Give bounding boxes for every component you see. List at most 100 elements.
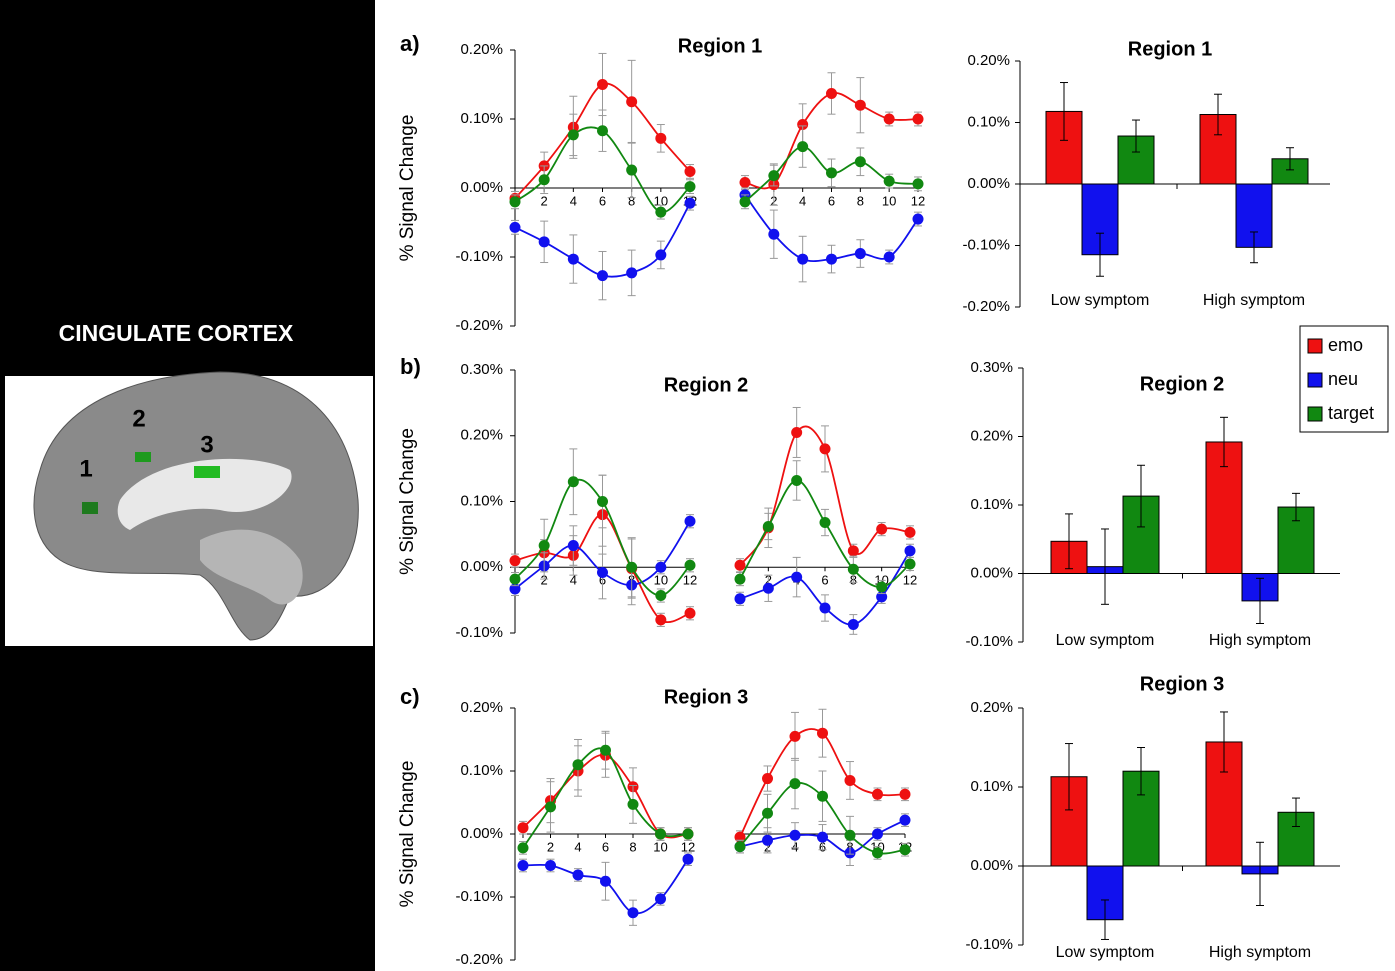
- series-point: [597, 125, 608, 137]
- series-point: [627, 907, 639, 919]
- y-tick-label: 0.00%: [970, 564, 1013, 581]
- series-point: [734, 559, 746, 571]
- x-tick-label: 8: [628, 193, 635, 208]
- series-point: [791, 426, 803, 438]
- series-point: [899, 844, 911, 856]
- region-number: 3: [200, 431, 213, 458]
- series-point: [768, 228, 780, 240]
- series-point: [872, 788, 883, 800]
- x-tick-label: 4: [574, 839, 581, 854]
- series-point: [739, 196, 751, 208]
- corpus-callosum: [117, 458, 292, 530]
- series-point: [819, 602, 831, 614]
- region-marker: [135, 452, 151, 462]
- series-point: [655, 561, 667, 573]
- series-point: [655, 590, 667, 602]
- series-point: [826, 167, 837, 179]
- series-point: [517, 860, 529, 871]
- series-point: [817, 790, 828, 802]
- series-point: [883, 113, 895, 125]
- series-point: [819, 517, 831, 529]
- y-tick-label: -0.10%: [962, 236, 1010, 253]
- x-tick-label: 10: [882, 193, 896, 208]
- series-point: [762, 807, 773, 819]
- series-point: [734, 841, 746, 853]
- series-point: [768, 170, 780, 182]
- y-tick-label: 0.20%: [460, 427, 503, 444]
- x-tick-label: 2: [541, 573, 548, 588]
- series-point: [655, 893, 666, 905]
- series-point: [684, 197, 696, 209]
- x-tick-label: 4: [570, 193, 577, 208]
- x-tick-label: Low symptom: [1056, 944, 1155, 961]
- series-point: [509, 221, 521, 233]
- x-tick-label: 10: [654, 193, 668, 208]
- y-tick-label: 0.10%: [460, 492, 503, 509]
- series-point: [509, 555, 521, 567]
- series-point: [912, 113, 924, 125]
- series-point: [797, 141, 809, 153]
- x-tick-label: 12: [683, 573, 697, 588]
- legend-label: neu: [1328, 369, 1358, 389]
- y-axis-label: % Signal Change: [397, 761, 418, 908]
- series-point: [899, 814, 911, 826]
- brainstem: [200, 529, 303, 605]
- y-tick-label: 0.20%: [967, 52, 1010, 69]
- chart-title: Region 2: [664, 374, 748, 396]
- series-point: [545, 860, 556, 871]
- series-point: [789, 778, 801, 790]
- series-point: [684, 181, 696, 193]
- x-tick-label: 2: [547, 839, 554, 854]
- series-point: [762, 520, 774, 532]
- y-tick-label: -0.10%: [965, 633, 1013, 650]
- series-point: [538, 174, 550, 186]
- series-point: [876, 581, 888, 593]
- series-point: [876, 523, 888, 535]
- panel-label: a): [400, 31, 420, 56]
- series-point: [819, 443, 831, 455]
- series-point: [762, 834, 773, 846]
- legend-label: emo: [1328, 335, 1363, 355]
- x-tick-label: 6: [821, 573, 828, 588]
- y-tick-label: 0.00%: [967, 175, 1010, 192]
- x-tick-label: High symptom: [1209, 944, 1311, 961]
- x-tick-label: 8: [629, 839, 636, 854]
- x-tick-label: 8: [857, 193, 864, 208]
- x-tick-label: 10: [653, 839, 667, 854]
- panel-label: b): [400, 354, 421, 379]
- series-point: [517, 822, 529, 834]
- series-point: [844, 829, 856, 841]
- series-point: [762, 773, 773, 785]
- series-point: [538, 540, 550, 552]
- series-point: [854, 248, 866, 260]
- x-tick-label: 12: [911, 193, 925, 208]
- series-point: [912, 178, 924, 190]
- series-point: [883, 175, 895, 187]
- y-tick-label: 0.10%: [460, 110, 503, 127]
- region-marker: [194, 466, 220, 478]
- series-point: [791, 474, 803, 486]
- series-point: [791, 571, 803, 583]
- y-tick-label: -0.20%: [455, 951, 503, 968]
- x-tick-label: 4: [799, 193, 806, 208]
- series-point: [826, 87, 837, 99]
- series-point: [655, 206, 667, 218]
- series-point: [789, 730, 801, 742]
- series-point: [572, 869, 584, 881]
- series-point: [817, 727, 828, 739]
- y-tick-label: 0.00%: [460, 179, 503, 196]
- y-tick-label: 0.30%: [460, 361, 503, 378]
- series-point: [597, 270, 608, 282]
- region-number: 1: [79, 455, 92, 482]
- series-point: [600, 875, 611, 887]
- series-point: [789, 829, 801, 841]
- series-point: [655, 249, 667, 261]
- series-point: [600, 744, 611, 756]
- y-tick-label: 0.00%: [460, 558, 503, 575]
- chart-title: Region 3: [664, 686, 748, 708]
- y-tick-label: -0.10%: [455, 248, 503, 265]
- series-point: [684, 559, 696, 571]
- bar: [1045, 110, 1083, 185]
